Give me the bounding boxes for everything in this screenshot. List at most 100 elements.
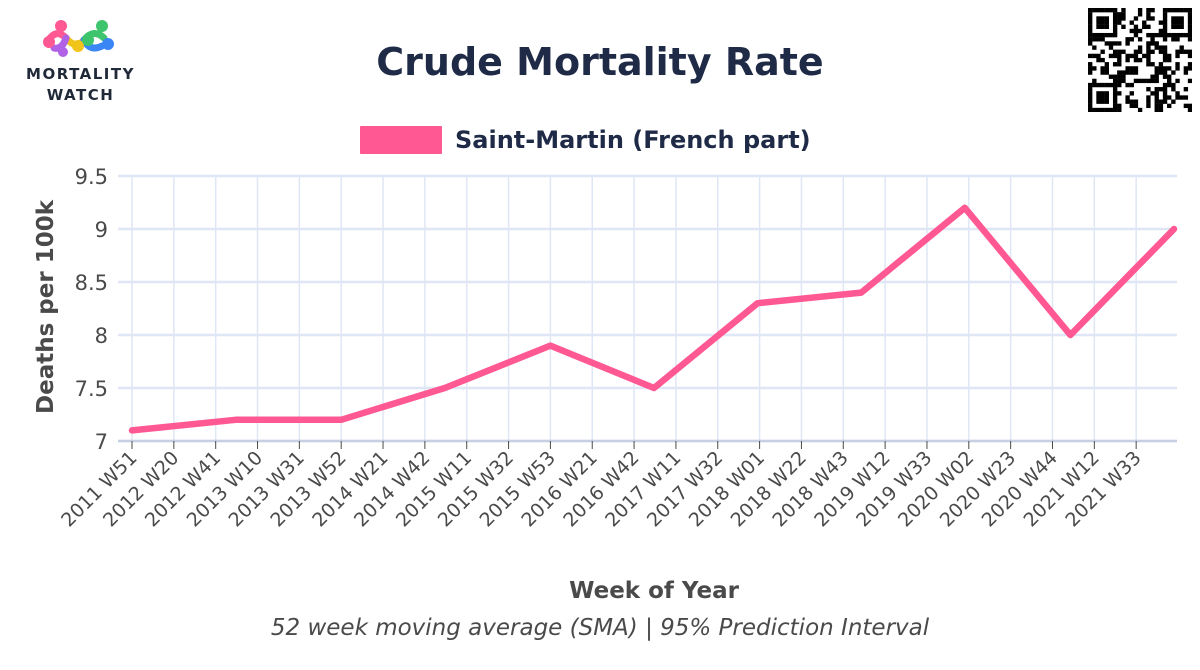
qr-module bbox=[1117, 12, 1122, 17]
qr-module bbox=[1096, 37, 1101, 42]
qr-module bbox=[1154, 32, 1159, 38]
qr-module bbox=[1175, 62, 1180, 67]
qr-module bbox=[1117, 62, 1122, 67]
qr-module bbox=[1121, 74, 1126, 79]
qr-module bbox=[1121, 70, 1126, 75]
qr-module bbox=[1167, 8, 1172, 13]
qr-module bbox=[1175, 78, 1180, 84]
qr-module bbox=[1175, 49, 1180, 54]
qr-module bbox=[1092, 66, 1097, 71]
qr-module bbox=[1121, 16, 1126, 21]
logo-text-watch: WATCH bbox=[46, 86, 115, 104]
qr-module bbox=[1100, 20, 1105, 25]
qr-module bbox=[1175, 66, 1180, 71]
qr-module bbox=[1112, 99, 1118, 104]
y-tick-label: 7.5 bbox=[75, 377, 108, 401]
qr-module bbox=[1162, 82, 1168, 88]
qr-module bbox=[1171, 37, 1176, 42]
qr-module bbox=[1137, 57, 1143, 63]
qr-module bbox=[1125, 82, 1130, 88]
qr-module bbox=[1146, 32, 1151, 38]
qr-module bbox=[1104, 41, 1109, 46]
qr-module bbox=[1088, 24, 1093, 29]
qr-module bbox=[1154, 107, 1159, 112]
qr-module bbox=[1104, 8, 1109, 13]
qr-module bbox=[1100, 99, 1105, 104]
qr-module bbox=[1150, 49, 1155, 54]
qr-module bbox=[1171, 82, 1176, 88]
qr-module bbox=[1121, 49, 1126, 54]
qr-module bbox=[1121, 12, 1126, 17]
qr-module bbox=[1150, 16, 1155, 21]
qr-module bbox=[1187, 12, 1192, 17]
qr-module bbox=[1162, 70, 1168, 75]
qr-module bbox=[1162, 87, 1168, 92]
qr-module bbox=[1092, 107, 1097, 112]
qr-module bbox=[1162, 8, 1168, 13]
qr-module bbox=[1133, 70, 1139, 75]
qr-module bbox=[1108, 45, 1114, 50]
qr-module bbox=[1179, 45, 1184, 50]
qr-module bbox=[1117, 82, 1122, 88]
qr-module bbox=[1112, 78, 1118, 84]
qr-module bbox=[1129, 53, 1134, 59]
qr-module bbox=[1096, 57, 1101, 63]
qr-module bbox=[1158, 87, 1164, 92]
qr-module bbox=[1162, 95, 1168, 100]
qr-module bbox=[1088, 37, 1093, 42]
qr-module bbox=[1187, 20, 1192, 25]
qr-module bbox=[1088, 103, 1093, 109]
qr-module bbox=[1150, 32, 1155, 38]
qr-module bbox=[1167, 32, 1172, 38]
qr-module bbox=[1125, 53, 1130, 59]
qr-module bbox=[1112, 16, 1118, 21]
series-layer bbox=[128, 204, 1178, 434]
qr-module bbox=[1129, 70, 1134, 75]
qr-module bbox=[1088, 107, 1093, 112]
qr-module bbox=[1175, 20, 1180, 25]
qr-module bbox=[1104, 82, 1109, 88]
qr-module bbox=[1137, 8, 1143, 13]
legend-label: Saint-Martin (French part) bbox=[455, 126, 811, 154]
qr-module bbox=[1117, 20, 1122, 25]
qr-module bbox=[1158, 49, 1164, 54]
qr-module bbox=[1154, 103, 1159, 109]
qr-module bbox=[1121, 78, 1126, 84]
qr-module bbox=[1088, 91, 1093, 96]
y-tick-label: 9.5 bbox=[75, 165, 108, 189]
qr-module bbox=[1125, 70, 1130, 75]
qr-module bbox=[1175, 32, 1180, 38]
qr-module bbox=[1112, 8, 1118, 13]
qr-module bbox=[1171, 8, 1176, 13]
qr-module bbox=[1146, 95, 1151, 100]
legend[interactable]: Saint-Martin (French part) bbox=[360, 122, 811, 158]
qr-module bbox=[1162, 32, 1168, 38]
qr-module bbox=[1187, 8, 1192, 13]
qr-module bbox=[1187, 78, 1192, 84]
qr-module bbox=[1158, 28, 1164, 34]
qr-module bbox=[1162, 66, 1168, 71]
qr-module bbox=[1129, 103, 1134, 109]
qr-module bbox=[1162, 20, 1168, 25]
logo-network-icon bbox=[43, 20, 114, 57]
qr-module bbox=[1183, 66, 1189, 71]
qr-module bbox=[1112, 74, 1118, 79]
qr-module bbox=[1142, 24, 1147, 29]
qr-module bbox=[1187, 66, 1192, 71]
qr-module bbox=[1096, 32, 1101, 38]
qr-module bbox=[1162, 16, 1168, 21]
qr-module bbox=[1096, 95, 1101, 100]
qr-module bbox=[1150, 91, 1155, 96]
qr-module bbox=[1108, 41, 1114, 46]
qr-module bbox=[1096, 53, 1101, 59]
qr-module bbox=[1179, 95, 1184, 100]
qr-module bbox=[1096, 24, 1101, 29]
qr-module bbox=[1167, 74, 1172, 79]
qr-module bbox=[1112, 20, 1118, 25]
qr-module bbox=[1117, 70, 1122, 75]
qr-module bbox=[1112, 87, 1118, 92]
qr-module bbox=[1133, 24, 1139, 29]
qr-module bbox=[1142, 53, 1147, 59]
qr-module bbox=[1171, 70, 1176, 75]
qr-module bbox=[1088, 70, 1093, 75]
